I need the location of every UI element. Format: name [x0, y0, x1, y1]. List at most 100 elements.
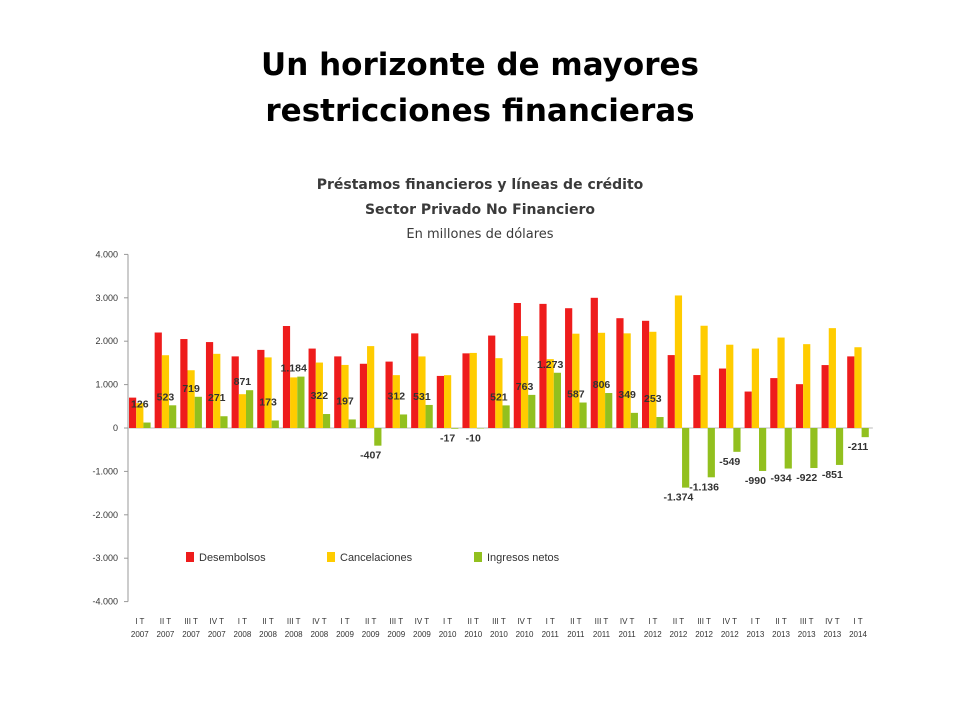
x-tick-label-quarter: I T [238, 617, 247, 626]
bar-cancelaciones [572, 333, 580, 428]
data-label: -1.374 [664, 492, 694, 504]
bar-ingresos-netos [861, 428, 869, 438]
x-tick-label-quarter: I T [853, 617, 862, 626]
data-label: 349 [618, 389, 636, 401]
x-tick-label-quarter: IV T [415, 617, 430, 626]
bar-ingresos-netos [502, 405, 510, 428]
bar-desembolsos [411, 333, 419, 428]
bar-desembolsos [462, 353, 470, 428]
bar-desembolsos [847, 356, 855, 428]
bar-ingresos-netos [476, 428, 485, 429]
bar-desembolsos [590, 297, 598, 428]
data-label: -934 [771, 473, 792, 485]
x-tick-label-year: 2013 [823, 630, 841, 639]
bar-cancelaciones [341, 364, 349, 428]
data-label: 271 [208, 392, 226, 404]
data-label: 126 [131, 399, 149, 411]
plot-area: 4.000 3.000 2.000 1.000 0 -1.000 -2.000 -3.000 -… [92, 249, 873, 639]
slide-title: Un horizonte de mayores restricciones fi… [0, 42, 960, 134]
bar-cancelaciones [520, 336, 529, 428]
data-label: 197 [336, 395, 354, 407]
data-label: -17 [440, 433, 455, 445]
data-label: 521 [490, 391, 508, 403]
bar-ingresos-netos [810, 428, 818, 469]
bar-ingresos-netos [322, 414, 331, 428]
data-label: 253 [644, 393, 662, 405]
bar-ingresos-netos [656, 417, 664, 428]
bar-ingresos-netos [784, 428, 792, 469]
bar-ingresos-netos [835, 428, 844, 465]
data-label: 523 [157, 391, 175, 403]
bar-desembolsos [821, 365, 829, 428]
data-label: -990 [745, 475, 766, 487]
x-tick-label-quarter: II T [673, 617, 685, 626]
bar-ingresos-netos [425, 404, 433, 428]
y-tick-label: 1.000 [95, 380, 118, 390]
bar-ingresos-netos [169, 405, 177, 428]
bar-cancelaciones [751, 348, 759, 428]
bar-cancelaciones [264, 357, 272, 428]
bar-ingresos-netos [297, 376, 305, 428]
bar-desembolsos [616, 318, 624, 428]
bar-desembolsos [770, 378, 778, 428]
bar-cancelaciones [367, 346, 375, 428]
x-tick-label-year: 2014 [849, 630, 867, 639]
x-tick-label-year: 2009 [413, 630, 431, 639]
x-tick-label-year: 2010 [464, 630, 482, 639]
x-tick-label-quarter: IV T [825, 617, 840, 626]
x-tick-label-quarter: IV T [312, 617, 327, 626]
bar-desembolsos [565, 308, 573, 428]
slide-title-line2: restricciones financieras [265, 93, 695, 129]
data-label: 531 [413, 391, 431, 403]
x-tick-label-year: 2009 [336, 630, 354, 639]
y-tick-label: -1.000 [92, 466, 118, 476]
data-label: 587 [567, 389, 585, 401]
bar-cancelaciones [597, 332, 606, 428]
chart-unit-note: En millones de dólares [406, 227, 553, 242]
data-label: -1.136 [689, 481, 719, 493]
x-tick-label-quarter: IV T [517, 617, 532, 626]
bar-desembolsos [205, 342, 214, 428]
bar-desembolsos [334, 356, 342, 428]
y-tick-label: 2.000 [95, 336, 118, 346]
bar-cancelaciones [161, 355, 170, 428]
bar-cancelaciones [700, 325, 708, 428]
bar-cancelaciones [392, 375, 400, 428]
data-label: -10 [466, 432, 481, 444]
x-tick-label-quarter: II T [468, 617, 480, 626]
bar-desembolsos [385, 361, 393, 428]
x-tick-label-quarter: I T [751, 617, 760, 626]
data-label: 312 [388, 390, 406, 402]
bar-cancelaciones [546, 359, 554, 428]
bar-cancelaciones [469, 352, 477, 428]
bar-ingresos-netos [451, 428, 459, 429]
bar-cancelaciones [418, 356, 426, 428]
bar-cancelaciones [649, 331, 657, 428]
bar-ingresos-netos [579, 402, 587, 428]
bar-ingresos-netos [707, 428, 715, 478]
bar-desembolsos [129, 397, 137, 428]
legend-label: Cancelaciones [340, 552, 413, 564]
bar-ingresos-netos [220, 416, 228, 428]
x-tick-label-quarter: III T [287, 617, 301, 626]
data-label: 1.184 [281, 363, 307, 375]
bar-ingresos-netos [528, 394, 536, 428]
x-tick-label-year: 2013 [747, 630, 765, 639]
bar-desembolsos [744, 391, 752, 428]
bar-desembolsos [513, 303, 521, 428]
bar-desembolsos [642, 320, 650, 428]
x-tick-label-year: 2007 [131, 630, 149, 639]
bar-cancelaciones [290, 377, 298, 428]
bar-ingresos-netos [348, 419, 356, 428]
data-label: 763 [516, 381, 534, 393]
data-label: 719 [182, 383, 200, 395]
x-tick-label-year: 2012 [644, 630, 662, 639]
legend-swatch-2 [474, 552, 482, 562]
x-tick-label-year: 2010 [439, 630, 457, 639]
bar-ingresos-netos [271, 420, 279, 428]
chart-title: Préstamos financieros y líneas de crédit… [317, 177, 644, 193]
legend-label: Desembolsos [199, 552, 266, 564]
data-label: 173 [259, 396, 277, 408]
bar-cancelaciones [726, 344, 734, 428]
x-tick-label-quarter: I T [340, 617, 349, 626]
